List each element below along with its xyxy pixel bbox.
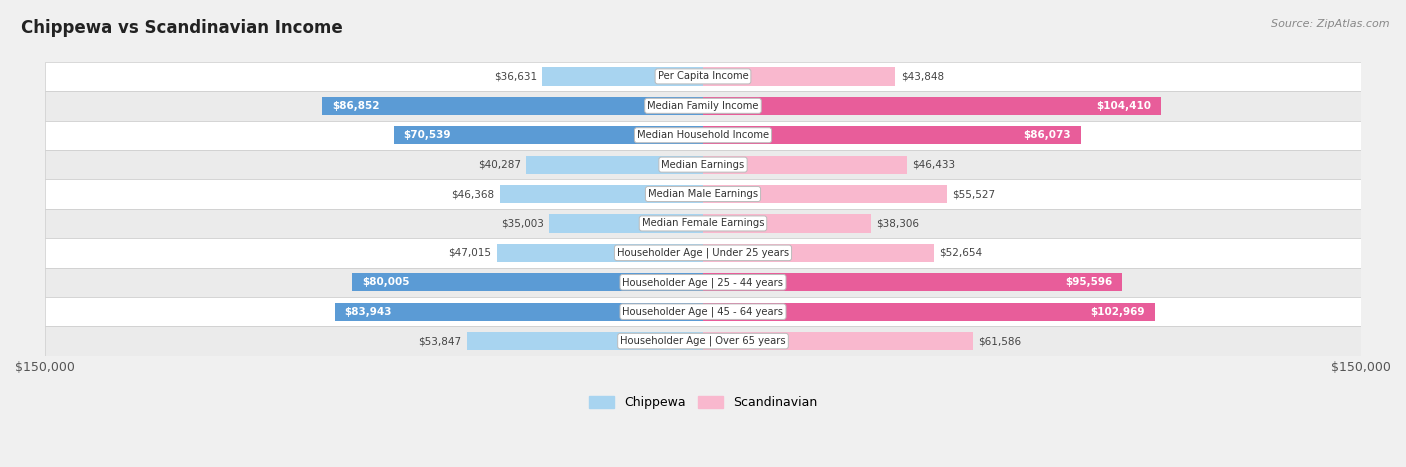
Bar [45,62,1361,91]
Text: $53,847: $53,847 [419,336,461,346]
Bar [499,185,703,203]
Text: Per Capita Income: Per Capita Income [658,71,748,81]
Text: Median Earnings: Median Earnings [661,160,745,170]
Text: $86,852: $86,852 [332,101,380,111]
Bar [703,97,1161,115]
Bar [322,97,703,115]
Bar [45,91,1361,120]
Text: $61,586: $61,586 [979,336,1022,346]
Bar [703,332,973,350]
Text: Chippewa vs Scandinavian Income: Chippewa vs Scandinavian Income [21,19,343,37]
Text: $47,015: $47,015 [449,248,492,258]
Bar [703,214,872,233]
Text: $46,368: $46,368 [451,189,495,199]
Bar [335,303,703,321]
Bar [703,126,1081,144]
Text: $86,073: $86,073 [1024,130,1071,140]
Bar [496,244,703,262]
Bar [467,332,703,350]
Text: $38,306: $38,306 [876,219,920,228]
Bar [526,156,703,174]
Text: $55,527: $55,527 [952,189,995,199]
Text: $43,848: $43,848 [901,71,943,81]
Text: $40,287: $40,287 [478,160,522,170]
Bar [703,244,934,262]
Text: Source: ZipAtlas.com: Source: ZipAtlas.com [1271,19,1389,28]
Bar [394,126,703,144]
Text: $36,631: $36,631 [494,71,537,81]
Bar [550,214,703,233]
Bar [703,185,946,203]
Bar [45,297,1361,326]
Text: Median Household Income: Median Household Income [637,130,769,140]
Text: $83,943: $83,943 [344,307,392,317]
Text: $35,003: $35,003 [502,219,544,228]
Bar [543,67,703,85]
Text: $80,005: $80,005 [361,277,409,287]
Text: $95,596: $95,596 [1066,277,1112,287]
Bar [45,209,1361,238]
Text: Median Male Earnings: Median Male Earnings [648,189,758,199]
Text: Householder Age | Over 65 years: Householder Age | Over 65 years [620,336,786,347]
Text: Median Family Income: Median Family Income [647,101,759,111]
Bar [45,268,1361,297]
Text: $104,410: $104,410 [1097,101,1152,111]
Bar [703,273,1122,291]
Bar [45,120,1361,150]
Text: $102,969: $102,969 [1091,307,1144,317]
Bar [703,156,907,174]
Bar [45,150,1361,179]
Text: Householder Age | Under 25 years: Householder Age | Under 25 years [617,248,789,258]
Text: Householder Age | 25 - 44 years: Householder Age | 25 - 44 years [623,277,783,288]
Text: Householder Age | 45 - 64 years: Householder Age | 45 - 64 years [623,306,783,317]
Bar [45,326,1361,356]
Text: $52,654: $52,654 [939,248,983,258]
Bar [352,273,703,291]
Text: $70,539: $70,539 [404,130,451,140]
Text: $46,433: $46,433 [912,160,955,170]
Bar [45,238,1361,268]
Bar [703,303,1154,321]
Bar [703,67,896,85]
Text: Median Female Earnings: Median Female Earnings [641,219,765,228]
Bar [45,179,1361,209]
Legend: Chippewa, Scandinavian: Chippewa, Scandinavian [583,391,823,414]
